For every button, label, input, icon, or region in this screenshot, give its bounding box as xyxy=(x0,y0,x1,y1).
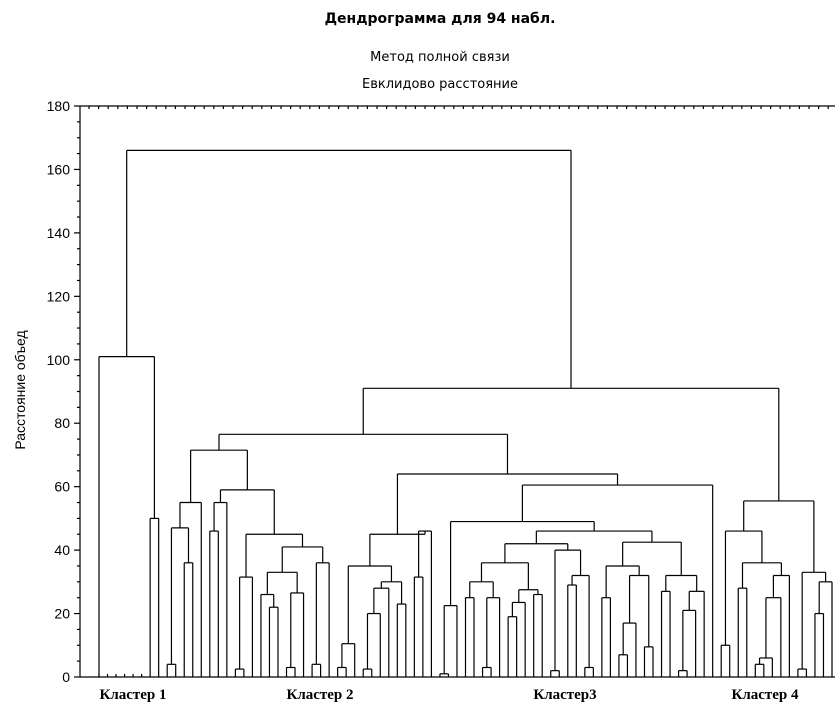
y-axis-label: Расстояние объед xyxy=(12,330,28,449)
cluster-label: Кластер 2 xyxy=(286,687,353,703)
cluster-label: Кластер 4 xyxy=(731,687,799,703)
y-tick-label: 60 xyxy=(54,479,70,495)
y-tick-label: 140 xyxy=(47,225,71,241)
y-tick-label: 120 xyxy=(47,288,71,304)
axes: 0 20 40 60 80 100 120 140 160 180 xyxy=(47,98,835,685)
y-tick-label: 100 xyxy=(47,352,71,368)
y-tick-label: 0 xyxy=(62,669,70,685)
cluster-label: Кластер3 xyxy=(533,687,596,703)
y-tick-label: 40 xyxy=(54,542,70,558)
cluster-labels: Кластер 1 Кластер 2 Кластер3 Кластер 4 xyxy=(99,687,799,703)
chart-subtitle-distance: Евклидово расстояние xyxy=(362,77,518,92)
cluster-label: Кластер 1 xyxy=(99,687,166,703)
chart-title: Дендрограмма для 94 набл. xyxy=(325,11,556,27)
y-tick-label: 160 xyxy=(47,161,71,177)
y-tick-label: 20 xyxy=(54,606,70,622)
y-tick-label: 180 xyxy=(47,98,71,114)
dendrogram-links xyxy=(98,149,833,677)
chart-subtitle-method: Метод полной связи xyxy=(370,50,510,65)
y-tick-label: 80 xyxy=(54,415,70,431)
